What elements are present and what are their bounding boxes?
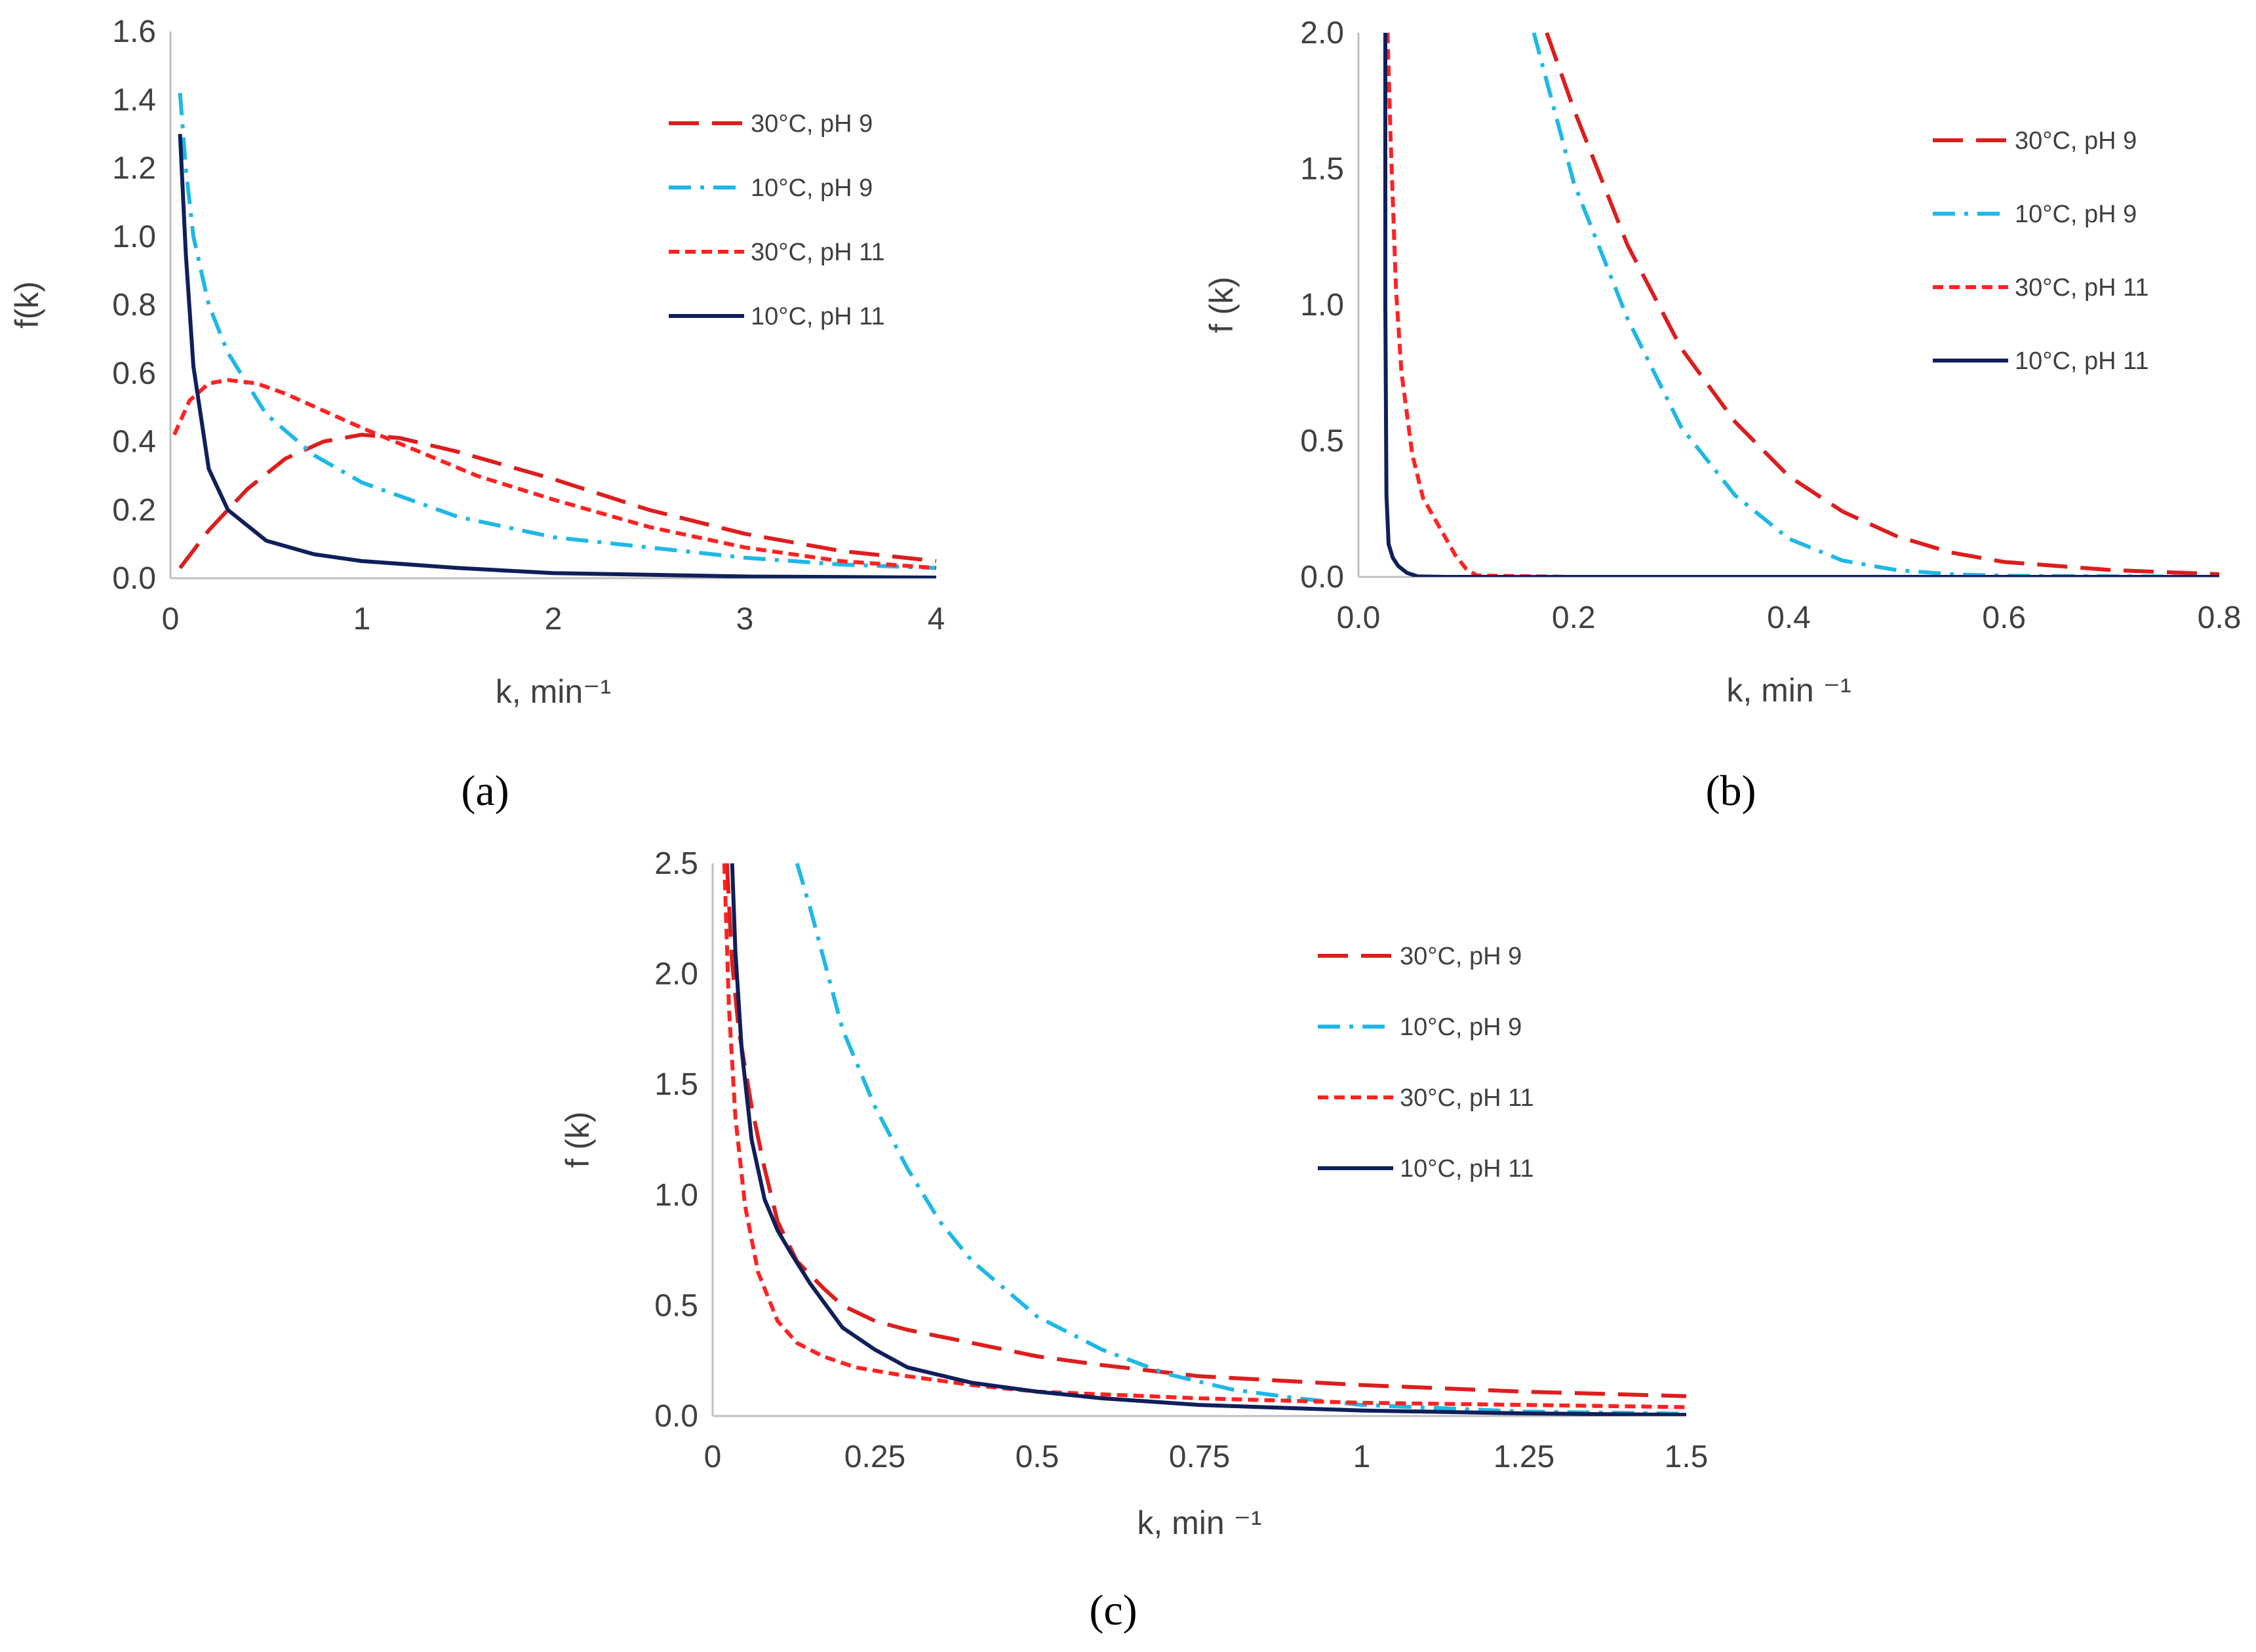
y-tick-label: 1.5 [654, 1067, 698, 1102]
x-tick-label: 2 [545, 602, 563, 637]
legend-label: 10°C, pH 11 [1400, 1155, 1534, 1183]
chart-panel-c: 0.0 0.5 1.0 1.5 2.0 2.5 0 0.25 0.5 0.75 1 1.25 1.5 k,… [559, 846, 1708, 1634]
y-tick-label: 1.0 [654, 1178, 698, 1213]
x-tick-label: 0 [704, 1440, 722, 1474]
x-axis-title: k, min ⁻¹ [1137, 1504, 1261, 1541]
legend-label: 10°C, pH 9 [2015, 201, 2137, 228]
y-tick-label: 0.0 [1300, 560, 1344, 595]
panel-label: (c) [1089, 1586, 1137, 1634]
x-tick-label: 0.2 [1552, 600, 1596, 635]
y-tick-label: 0.6 [112, 356, 156, 391]
y-tick-label: 0.2 [112, 493, 156, 528]
y-tick-label: 1.0 [1300, 288, 1344, 323]
chart-panel-a: 0.0 0.2 0.4 0.6 0.8 1.0 1.2 1.4 1.6 0 1 2 3 4 k, min⁻¹… [9, 14, 945, 815]
legend-label: 30°C, pH 9 [751, 110, 873, 138]
series-line-10c-ph11 [178, 134, 937, 578]
x-tick-label: 0 [162, 602, 180, 637]
x-tick-label: 1.5 [1665, 1440, 1709, 1474]
y-axis-title: f (k) [559, 1111, 596, 1168]
legend-label: 30°C, pH 9 [2015, 127, 2137, 155]
series-line-10c-ph9 [795, 863, 1687, 1416]
series-line-10c-ph11 [1383, 33, 2219, 577]
y-tick-label: 0.5 [654, 1288, 698, 1323]
y-tick-label: 0.4 [112, 425, 156, 460]
series-line-10c-ph9 [1532, 32, 2220, 577]
x-tick-label: 4 [928, 602, 945, 637]
y-tick-label: 1.6 [112, 14, 156, 49]
x-tick-label: 0.4 [1767, 600, 1811, 635]
x-tick-label: 0.6 [1982, 600, 2026, 635]
y-tick-label: 1.5 [1300, 152, 1344, 187]
series-line-30c-ph11 [1385, 32, 2219, 577]
x-tick-label: 1 [1353, 1440, 1371, 1474]
legend-label: 30°C, pH 11 [1400, 1084, 1534, 1112]
series-line-30c-ph9 [178, 433, 937, 570]
legend-label: 10°C, pH 11 [751, 303, 885, 330]
y-tick-label: 2.5 [654, 846, 698, 881]
x-tick-label: 1 [353, 602, 371, 637]
legend-label: 10°C, pH 9 [1400, 1013, 1522, 1041]
series-line-30c-ph11 [722, 863, 1687, 1409]
y-tick-label: 1.0 [112, 220, 156, 254]
chart-panel-b: 0.0 0.5 1.0 1.5 2.0 0.0 0.2 0.4 0.6 0.8 k, min ⁻¹ f… [1203, 16, 2241, 815]
y-tick-label: 2.0 [654, 957, 698, 992]
y-tick-label: 1.2 [112, 151, 156, 186]
legend-label: 30°C, pH 11 [2015, 274, 2149, 302]
y-axis-title: f (k) [1203, 277, 1240, 333]
y-axis-title: f(k) [9, 281, 45, 328]
x-tick-label: 3 [736, 602, 754, 637]
series-line-10c-ph11 [730, 863, 1687, 1416]
y-tick-label: 1.4 [112, 83, 156, 117]
panel-label: (a) [461, 767, 509, 815]
y-tick-label: 0.8 [112, 288, 156, 323]
x-tick-label: 0.25 [844, 1440, 905, 1474]
x-axis-title: k, min⁻¹ [496, 673, 611, 710]
x-tick-label: 0.8 [2198, 600, 2242, 635]
x-tick-label: 0.0 [1337, 600, 1381, 635]
panel-label: (b) [1706, 767, 1756, 815]
x-tick-label: 1.25 [1494, 1440, 1554, 1474]
x-axis-title: k, min ⁻¹ [1726, 672, 1851, 709]
y-tick-label: 2.0 [1300, 16, 1344, 50]
series-line-30c-ph11 [172, 378, 937, 570]
y-tick-label: 0.0 [654, 1399, 698, 1434]
series-line-30c-ph9 [1545, 31, 2220, 576]
legend-label: 10°C, pH 9 [751, 174, 873, 202]
y-tick-label: 0.0 [112, 561, 156, 596]
x-tick-label: 0.75 [1169, 1440, 1230, 1474]
series-line-10c-ph9 [178, 92, 937, 570]
legend-label: 30°C, pH 9 [1400, 943, 1522, 970]
legend-label: 10°C, pH 11 [2015, 347, 2149, 375]
y-tick-label: 0.5 [1300, 424, 1344, 459]
series-line-30c-ph9 [724, 863, 1687, 1398]
legend-label: 30°C, pH 11 [751, 239, 885, 266]
x-tick-label: 0.5 [1016, 1440, 1059, 1474]
